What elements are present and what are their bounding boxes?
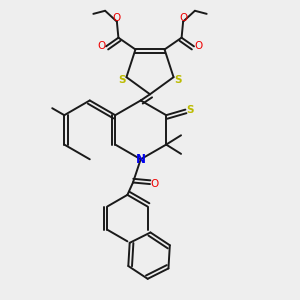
Text: O: O: [112, 13, 121, 23]
Text: O: O: [151, 179, 159, 189]
Text: O: O: [179, 13, 188, 23]
Text: S: S: [119, 75, 126, 85]
Text: S: S: [174, 75, 181, 85]
Text: N: N: [136, 153, 146, 166]
Text: O: O: [194, 41, 202, 51]
Text: S: S: [187, 105, 194, 115]
Text: O: O: [98, 41, 106, 51]
